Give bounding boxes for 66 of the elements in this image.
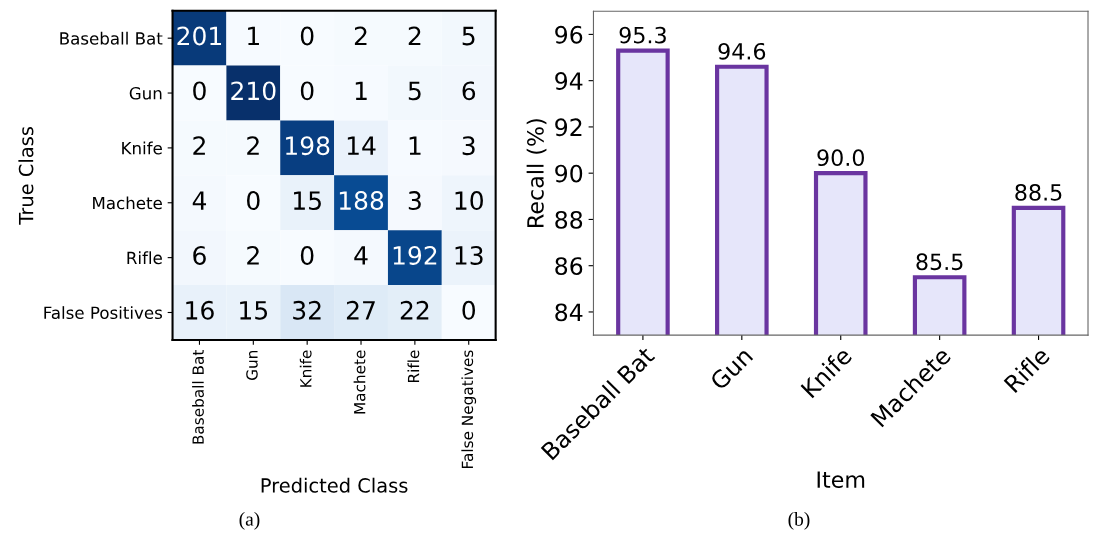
data-label: 6	[193, 245, 206, 265]
x-tick-label: Knife	[299, 350, 312, 387]
x-tick-label: Gun	[246, 350, 258, 380]
data-label: 10	[455, 191, 483, 211]
data-label: 13	[455, 245, 483, 265]
data-label: 198	[286, 136, 330, 156]
y-tick-label: 90	[555, 164, 583, 183]
data-label: 2	[247, 245, 259, 265]
x-tick-label: Machete	[353, 350, 366, 414]
x-tick-label: Gun	[708, 346, 754, 391]
data-label: 2	[193, 136, 205, 155]
data-label: 210	[231, 81, 276, 101]
data-label: 4	[192, 191, 207, 210]
data-label: 0	[300, 26, 314, 46]
y-tick-label: 94	[555, 72, 583, 90]
y-tick-label: Machete	[93, 196, 162, 210]
y-tick-label: 88	[555, 210, 583, 229]
data-label: 6	[462, 81, 476, 101]
y-tick-label: 92	[555, 118, 582, 137]
data-label: 2	[247, 136, 259, 155]
data-label: 1	[248, 26, 259, 46]
data-label: 188	[339, 191, 384, 211]
y-tick-label: False Positives	[44, 306, 163, 320]
y-tick-label: 96	[555, 25, 583, 44]
x-tick-label: Rifle	[407, 350, 420, 383]
x-tick-label: False Negatives	[461, 350, 477, 468]
data-label: 88.5	[1015, 183, 1062, 201]
data-label: 22	[400, 300, 429, 320]
y-tick-label: 84	[555, 303, 583, 322]
x-axis-title: Predicted Class	[261, 477, 408, 493]
data-label: 201	[177, 26, 222, 46]
data-label: 192	[393, 245, 437, 265]
data-label: 0	[247, 191, 260, 211]
data-label: 3	[462, 136, 475, 156]
x-axis-title: Item	[817, 471, 865, 489]
data-label: 16	[186, 300, 214, 320]
data-label: 0	[462, 300, 476, 320]
data-label: 2	[354, 26, 367, 46]
data-label: 3	[408, 191, 421, 211]
y-tick-label: Rifle	[127, 251, 162, 265]
data-label: 0	[300, 81, 314, 101]
data-label: 5	[408, 81, 421, 101]
y-tick-label: Knife	[122, 141, 162, 155]
data-label: 15	[294, 191, 321, 211]
data-label: 5	[462, 26, 475, 46]
data-label: 0	[300, 245, 314, 265]
y-tick-label: Gun	[129, 87, 162, 100]
data-label: 0	[193, 81, 206, 101]
y-tick-label: Baseball Bat	[60, 31, 163, 45]
text: (b)	[788, 512, 810, 530]
text: (a)	[239, 512, 260, 530]
data-label: 2	[408, 26, 421, 46]
data-label: 32	[293, 300, 321, 320]
data-label: 90.0	[817, 149, 864, 167]
y-axis-title: True Class	[18, 126, 34, 225]
data-label: 1	[355, 81, 367, 100]
data-label: 1	[409, 136, 421, 155]
data-label: 94.6	[718, 42, 766, 60]
data-label: 95.3	[619, 26, 666, 44]
data-label: 27	[346, 300, 375, 320]
y-axis-title: Recall (%)	[526, 119, 547, 227]
data-label: 4	[354, 246, 368, 265]
data-label: 85.5	[916, 253, 963, 271]
data-label: 15	[240, 301, 268, 320]
y-tick-label: 86	[555, 257, 583, 276]
data-label: 14	[347, 136, 376, 155]
